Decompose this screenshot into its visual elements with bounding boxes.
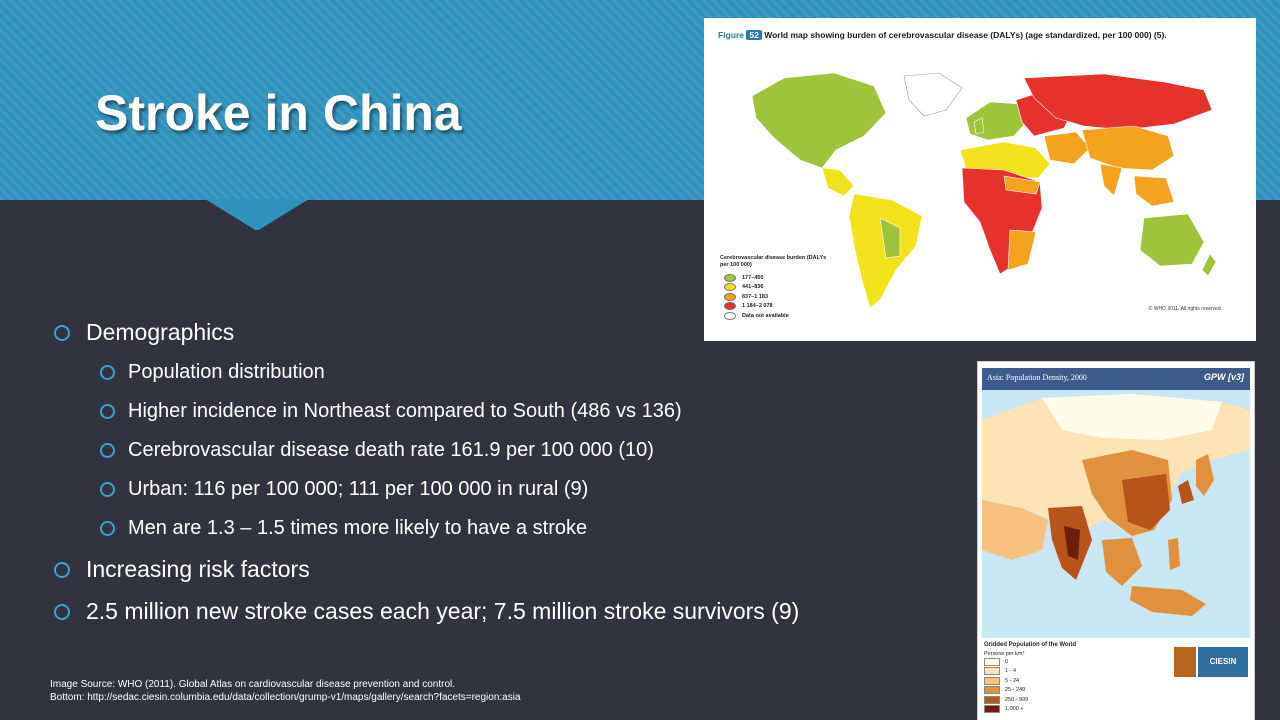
bullet-text: Higher incidence in Northeast compared t…: [128, 400, 682, 422]
bullet-text: 2.5 million new stroke cases each year; …: [86, 598, 800, 624]
figure-label: Figure: [718, 30, 744, 40]
sedac-logo: [1174, 647, 1196, 677]
legend-label: 5 - 24: [1005, 677, 1020, 684]
circle-bullet-icon: [54, 562, 70, 578]
circle-bullet-icon: [100, 365, 115, 380]
bullet-text: Population distribution: [128, 361, 325, 383]
asia-density-map-image: [982, 390, 1250, 638]
legend-swatch: [724, 302, 736, 311]
legend-row: 0: [984, 657, 1076, 667]
asia-map-title: Asia: Population Density, 2000: [987, 373, 1087, 382]
circle-bullet-icon: [100, 482, 115, 497]
sub-bullet-item: Population distribution: [52, 358, 952, 397]
bullet-item: Increasing risk factors: [52, 553, 952, 595]
sub-bullet-item: Men are 1.3 – 1.5 times more likely to h…: [52, 514, 952, 553]
figure-caption-text: World map showing burden of cerebrovascu…: [764, 30, 1167, 40]
asia-map-legend: Gridded Population of the World Persons …: [984, 642, 1076, 714]
legend-swatch: [724, 292, 736, 301]
who-map-legend: Cerebrovascular disease burden (DALYs pe…: [720, 255, 830, 321]
legend-label: 1,000 +: [1005, 706, 1024, 713]
slide-title: Stroke in China: [95, 85, 462, 141]
legend-swatch: [984, 676, 1000, 685]
bullet-item: Demographics: [52, 316, 952, 358]
legend-label: 1 184–2 078: [742, 303, 773, 310]
world-map-image: [751, 72, 1217, 309]
legend-swatch: [984, 667, 1000, 676]
circle-bullet-icon: [100, 521, 115, 536]
legend-row: 441–836: [720, 283, 830, 293]
legend-label: 250 - 999: [1005, 696, 1029, 703]
legend-label: 441–836: [742, 284, 764, 291]
who-copyright: © WHO 2011. All rights reserved.: [1148, 306, 1222, 312]
legend-title: Cerebrovascular disease burden (DALYs pe…: [720, 255, 827, 268]
legend-swatch: [984, 705, 1000, 714]
legend-label: 0: [1005, 658, 1009, 665]
sub-bullet-item: Higher incidence in Northeast compared t…: [52, 397, 952, 436]
legend-row: 177–450: [720, 273, 830, 283]
legend-swatch: [724, 311, 736, 320]
legend-label: Data not available: [742, 312, 789, 319]
asia-map-header: Asia: Population Density, 2000 GPW [v3]: [982, 368, 1250, 390]
banner-notch: [205, 199, 309, 230]
legend-row: 1,000 +: [984, 705, 1076, 715]
circle-bullet-icon: [54, 604, 70, 620]
legend-swatch: [984, 695, 1000, 704]
legend-swatch: [724, 283, 736, 292]
bullet-text: Demographics: [86, 319, 235, 345]
legend-title: Gridded Population of the World: [984, 642, 1077, 648]
legend-subtitle: Persons per km²: [984, 651, 1025, 657]
circle-bullet-icon: [54, 325, 70, 341]
bullet-list: Demographics Population distribution Hig…: [52, 316, 952, 637]
circle-bullet-icon: [100, 443, 115, 458]
legend-row: 250 - 999: [984, 695, 1076, 705]
legend-swatch: [724, 273, 736, 282]
circle-bullet-icon: [100, 404, 115, 419]
legend-label: 1 - 4: [1005, 668, 1017, 675]
legend-row: 837–1 183: [720, 292, 830, 302]
who-figure-caption: Figure 52 World map showing burden of ce…: [718, 30, 1167, 40]
ciesin-logo: CIESIN: [1198, 647, 1248, 677]
legend-row: Data not available: [720, 311, 830, 321]
legend-row: 5 - 24: [984, 676, 1076, 686]
asia-population-map-figure: Asia: Population Density, 2000 GPW [v3] …: [977, 361, 1255, 720]
who-world-map-figure: Figure 52 World map showing burden of ce…: [704, 18, 1256, 341]
bullet-text: Urban: 116 per 100 000; 111 per 100 000 …: [128, 478, 589, 500]
sub-bullet-item: Urban: 116 per 100 000; 111 per 100 000 …: [52, 475, 952, 514]
legend-label: 837–1 183: [742, 293, 768, 300]
source-line-sedac: Bottom: http://sedac.ciesin.columbia.edu…: [50, 692, 521, 703]
bullet-text: Cerebrovascular disease death rate 161.9…: [128, 439, 654, 461]
bullet-item: 2.5 million new stroke cases each year; …: [52, 595, 952, 637]
legend-label: 177–450: [742, 274, 764, 281]
legend-row: 1 - 4: [984, 667, 1076, 677]
legend-row: 1 184–2 078: [720, 302, 830, 312]
source-line-who: Image Source: WHO (2011). Global Atlas o…: [50, 679, 456, 690]
figure-number: 52: [746, 30, 762, 40]
bullet-text: Increasing risk factors: [86, 556, 310, 582]
bullet-text: Men are 1.3 – 1.5 times more likely to h…: [128, 517, 588, 539]
sub-bullet-item: Cerebrovascular disease death rate 161.9…: [52, 436, 952, 475]
legend-swatch: [984, 686, 1000, 695]
image-source-note: Image Source: WHO (2011). Global Atlas o…: [50, 678, 521, 704]
legend-label: 25 - 249: [1005, 687, 1026, 694]
legend-swatch: [984, 657, 1000, 666]
legend-row: 25 - 249: [984, 686, 1076, 696]
gpw-badge: GPW [v3]: [1203, 372, 1244, 382]
